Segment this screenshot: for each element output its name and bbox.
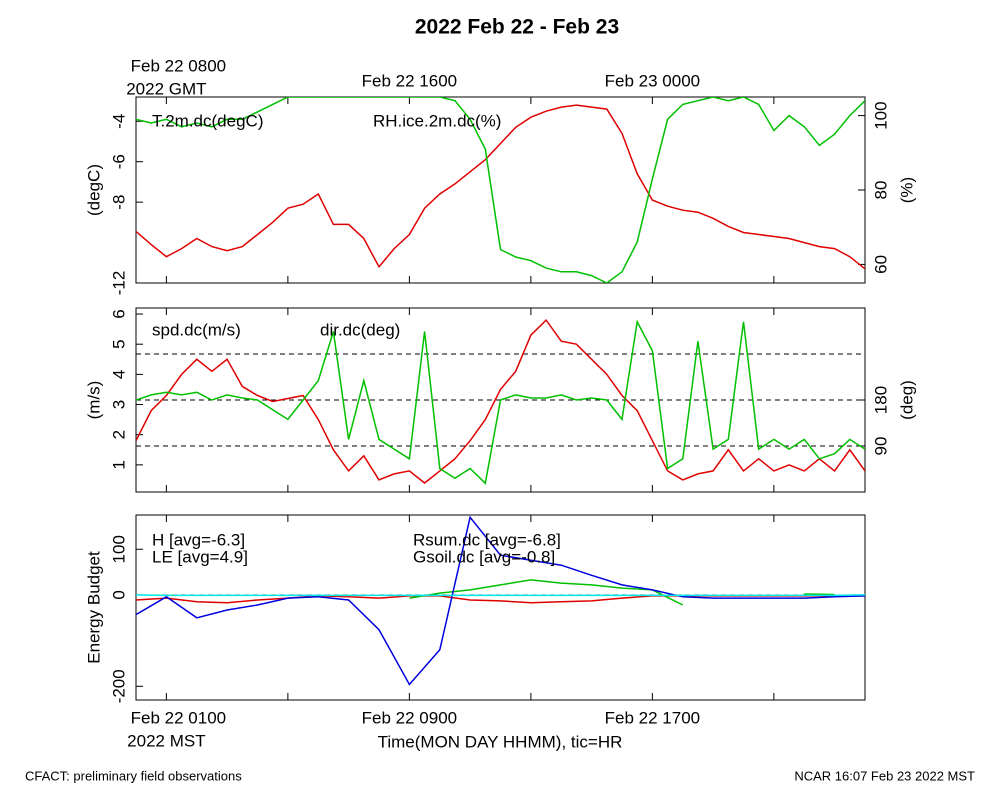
footer-left: CFACT: preliminary field observations	[25, 768, 242, 783]
x2-year-label: 2022 GMT	[126, 79, 206, 98]
y2-tick-label: 180	[871, 386, 890, 414]
y2-tick-label: 60	[871, 255, 890, 274]
legend-label: LE [avg=4.9]	[152, 547, 248, 566]
y2-tick-label: 80	[871, 181, 890, 200]
y-tick-label: 100	[109, 535, 128, 563]
y2-tick-label: 100	[871, 101, 890, 129]
plot-frame	[135, 514, 866, 701]
y-tick-label: 5	[109, 339, 128, 348]
y-tick-label: -200	[109, 669, 128, 703]
legend-label: dir.dc(deg)	[320, 320, 400, 339]
x-axis-label: Time(MON DAY HHMM), tic=HR	[378, 732, 623, 751]
series-line	[136, 318, 865, 484]
x2-tick-label: Feb 22 0800	[131, 56, 226, 75]
y2-axis-label: (%)	[897, 177, 916, 203]
legend-label: Gsoil.dc [avg=-0.8]	[413, 547, 555, 566]
series-line	[136, 595, 865, 604]
x-tick-label: Feb 22 0900	[362, 708, 457, 727]
x2-tick-label: Feb 23 0000	[605, 71, 700, 90]
series-line	[409, 579, 835, 606]
x2-tick-label: Feb 22 1600	[362, 71, 457, 90]
y2-axis-label: (deg)	[897, 380, 916, 420]
x-tick-label: Feb 22 1700	[605, 708, 700, 727]
chart-title: 2022 Feb 22 - Feb 23	[415, 16, 619, 39]
y-axis-label: (degC)	[84, 164, 103, 216]
x-tick-label: Feb 22 0100	[131, 708, 226, 727]
series-line	[136, 515, 865, 686]
footer-right: NCAR 16:07 Feb 23 2022 MST	[794, 768, 975, 783]
y-tick-label: 1	[109, 460, 128, 469]
y-tick-label: 4	[109, 370, 128, 379]
legend-label: RH.ice.2m.dc(%)	[373, 111, 501, 130]
legend-label: spd.dc(m/s)	[152, 320, 241, 339]
y-tick-label: 0	[109, 590, 128, 599]
y-tick-label: 6	[109, 309, 128, 318]
y-tick-label: 2	[109, 430, 128, 439]
x-year-label: 2022 MST	[127, 731, 205, 750]
y-axis-label: (m/s)	[84, 381, 103, 420]
series-line	[136, 97, 865, 283]
y2-tick-label: 90	[871, 437, 890, 456]
y-tick-label: -4	[109, 114, 128, 129]
series-line	[136, 594, 865, 597]
series-line	[136, 319, 865, 485]
y-tick-label: 3	[109, 400, 128, 409]
y-tick-label: -6	[109, 154, 128, 169]
legend-label: Rsum.dc [avg=-6.8]	[413, 530, 561, 549]
y-tick-label: -12	[109, 271, 128, 296]
legend-label: H [avg=-6.3]	[152, 530, 245, 549]
series-line	[136, 104, 865, 270]
legend-label: T.2m.dc(degC)	[152, 111, 263, 130]
y-axis-label: Energy Budget	[84, 551, 103, 664]
y-tick-label: -8	[109, 195, 128, 210]
